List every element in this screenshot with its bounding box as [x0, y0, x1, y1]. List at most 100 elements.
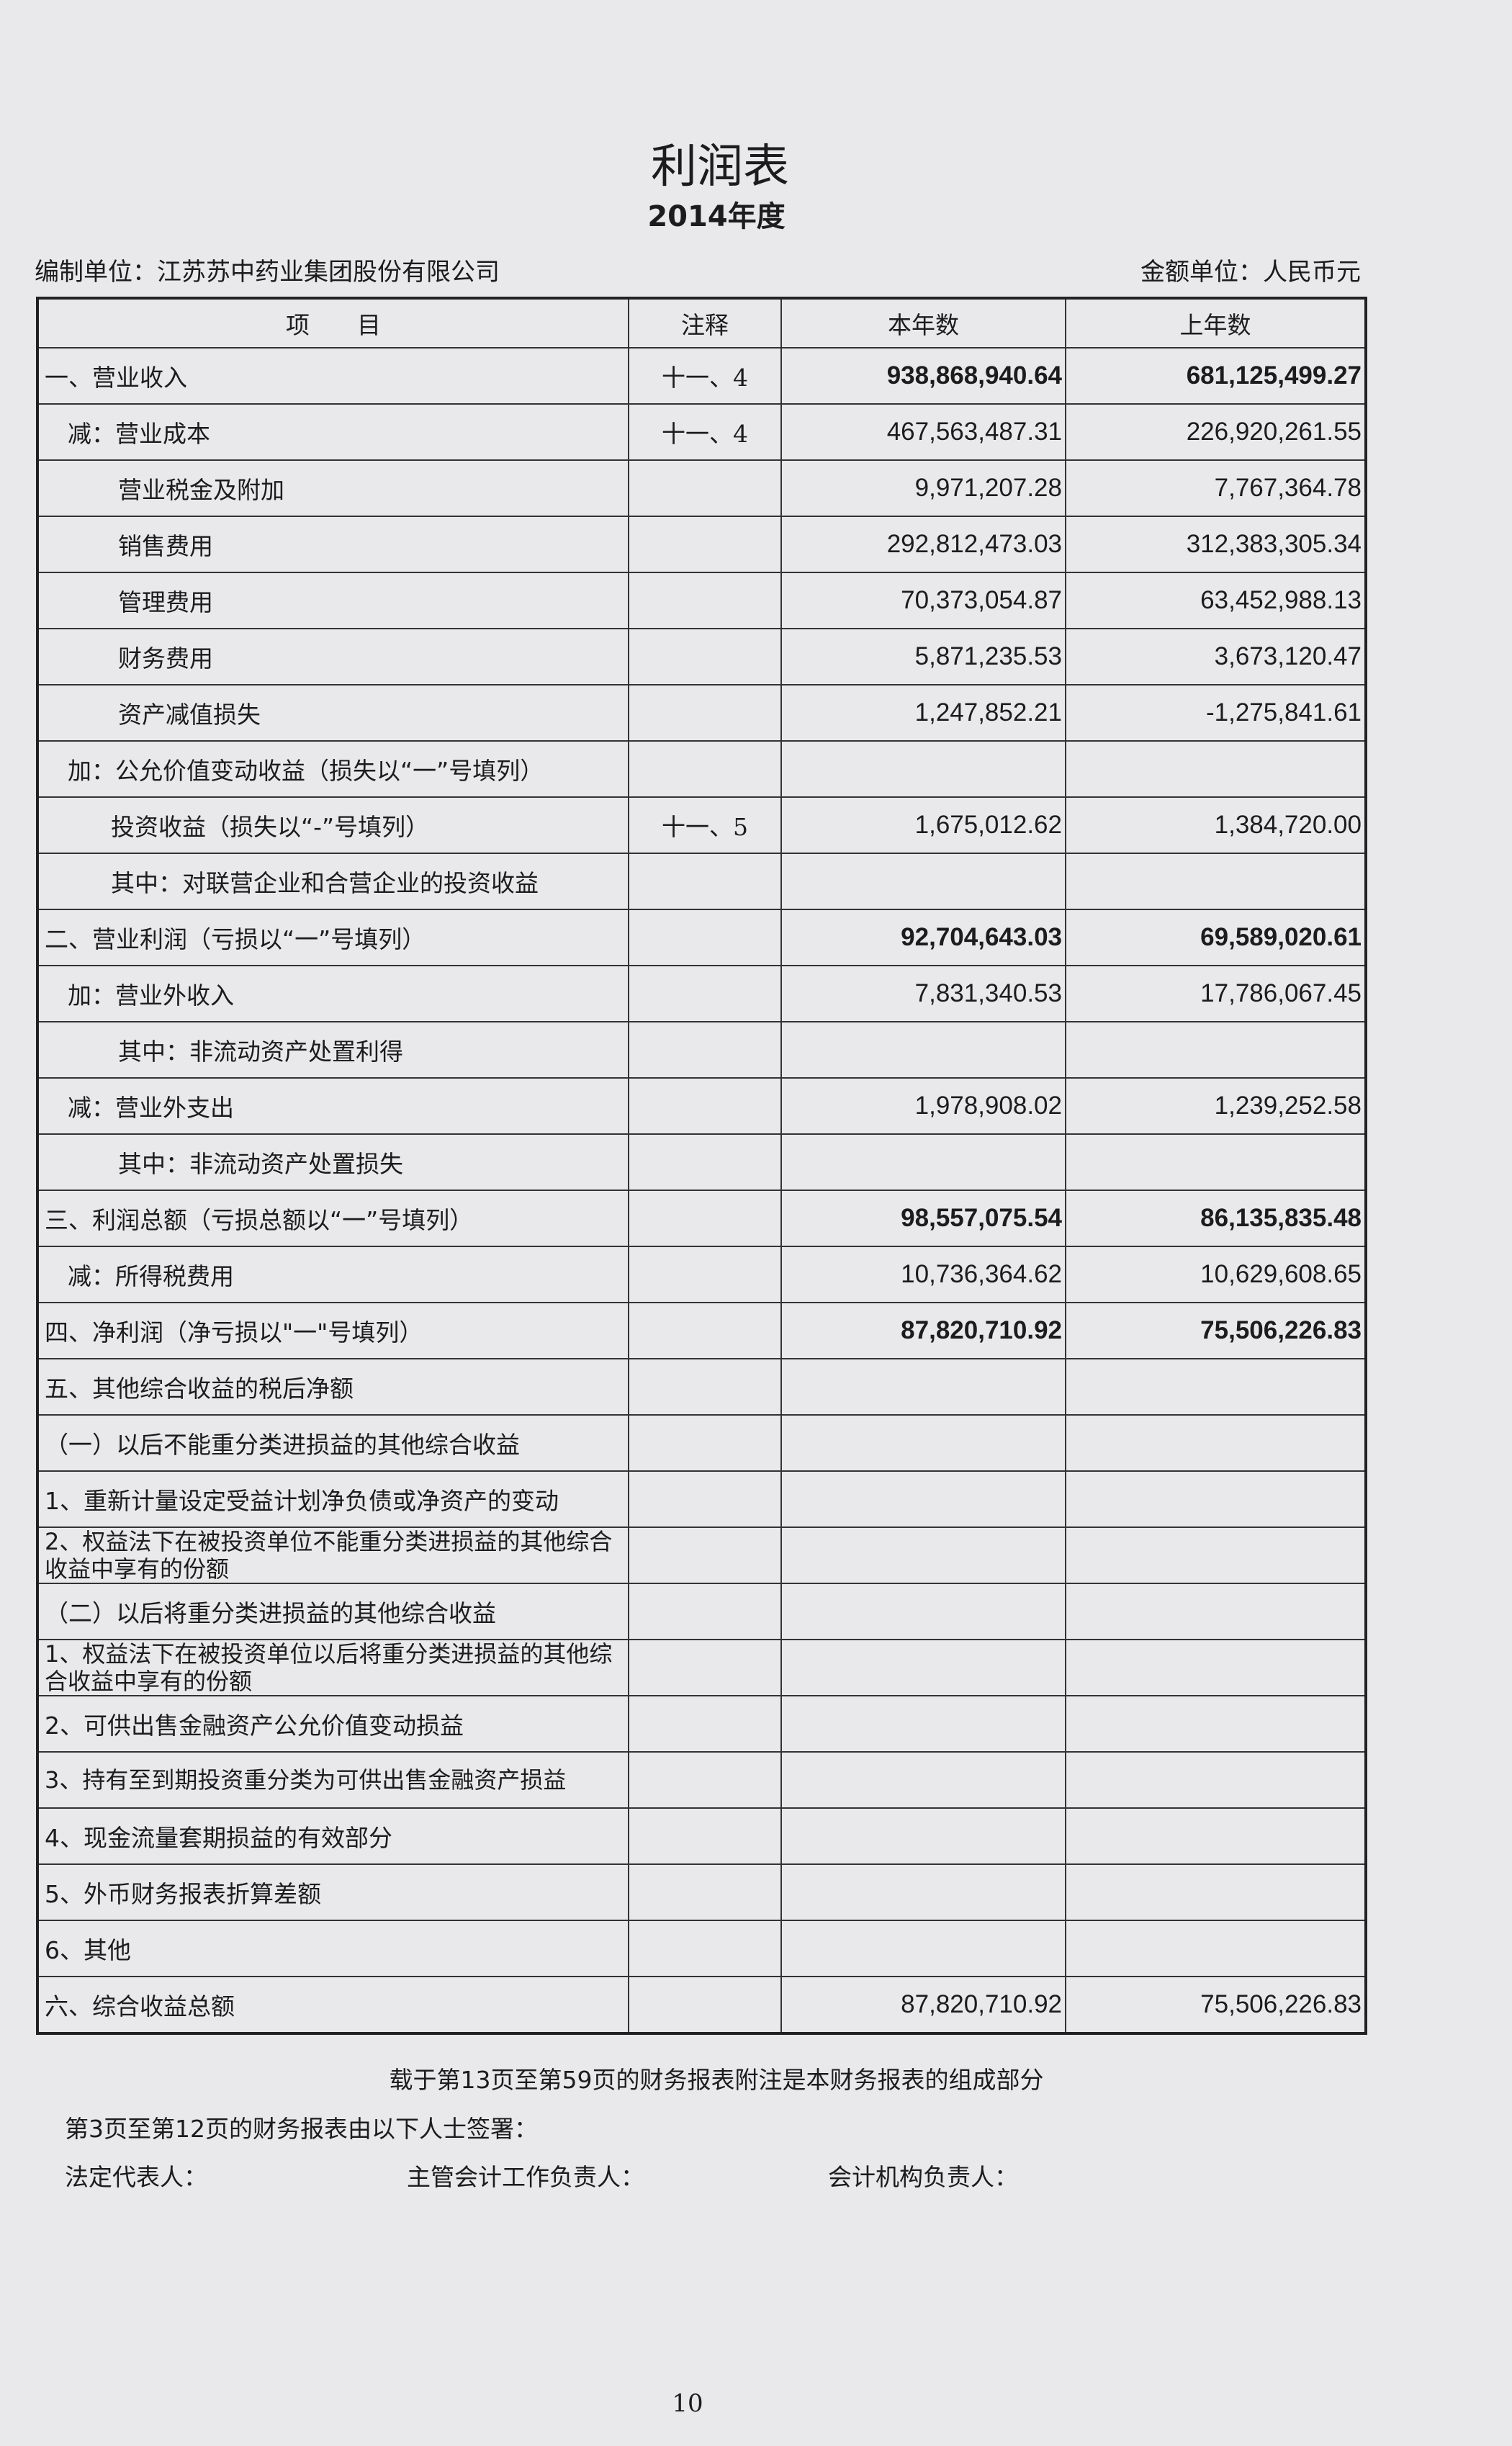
table-header-row: 项 目 注释 本年数 上年数	[37, 297, 1367, 349]
table-row: 营业税金及附加 9,971,207.28 7,767,364.78	[37, 459, 1367, 517]
signature-intro: 第3页至第12页的财务报表由以下人士签署：	[65, 2115, 538, 2143]
row-item: 管理费用	[37, 572, 629, 629]
row-prior-year: -1,275,841.61	[1065, 684, 1367, 742]
row-item: 资产减值损失	[37, 684, 629, 742]
row-item: 减：营业成本	[37, 403, 629, 461]
row-note	[628, 1583, 782, 1640]
row-current-year: 87,820,710.92	[780, 1302, 1066, 1359]
row-note	[628, 1414, 782, 1472]
row-note	[628, 1639, 782, 1696]
table-row: 四、净利润（净亏损以"一"号填列） 87,820,710.92 75,506,226…	[37, 1302, 1367, 1359]
row-item: （一）以后不能重分类进损益的其他综合收益	[37, 1414, 629, 1472]
row-current-year: 92,704,643.03	[780, 909, 1066, 966]
row-prior-year: 1,239,252.58	[1065, 1077, 1367, 1135]
row-note: 十一、5	[628, 796, 782, 854]
table-row: 资产减值损失 1,247,852.21 -1,275,841.61	[37, 684, 1367, 742]
row-item: 一、营业收入	[37, 347, 629, 405]
table-row: 6、其他	[37, 1920, 1367, 1977]
row-current-year: 938,868,940.64	[780, 347, 1066, 405]
row-prior-year: 75,506,226.83	[1065, 1976, 1367, 2034]
header-item: 项 目	[37, 297, 629, 349]
row-item: 销售费用	[37, 516, 629, 573]
table-row: 五、其他综合收益的税后净额	[37, 1358, 1367, 1416]
row-note	[628, 1133, 782, 1191]
row-note	[628, 1807, 782, 1865]
row-current-year: 5,871,235.53	[780, 628, 1066, 685]
row-item: （二）以后将重分类进损益的其他综合收益	[37, 1583, 629, 1640]
table-row: （二）以后将重分类进损益的其他综合收益	[37, 1583, 1367, 1640]
row-current-year	[780, 853, 1066, 910]
row-current-year	[780, 1133, 1066, 1191]
row-current-year: 292,812,473.03	[780, 516, 1066, 573]
table-row: 5、外币财务报表折算差额	[37, 1863, 1367, 1921]
row-prior-year: 63,452,988.13	[1065, 572, 1367, 629]
row-current-year	[780, 740, 1066, 798]
prepared-by: 编制单位：江苏苏中药业集团股份有限公司	[35, 258, 500, 287]
row-note	[628, 1021, 782, 1079]
row-note	[628, 1695, 782, 1753]
table-row: 一、营业收入 十一、4 938,868,940.64 681,125,499.27	[37, 347, 1367, 405]
row-prior-year	[1065, 1133, 1367, 1191]
row-item: 营业税金及附加	[37, 459, 629, 517]
row-current-year	[780, 1920, 1066, 1977]
footer-note: 载于第13页至第59页的财务报表附注是本财务报表的组成部分	[389, 2066, 1044, 2094]
row-current-year: 1,247,852.21	[780, 684, 1066, 742]
row-prior-year	[1065, 1470, 1367, 1528]
table-row: 管理费用 70,373,054.87 63,452,988.13	[37, 572, 1367, 629]
row-note	[628, 909, 782, 966]
row-item: 2、可供出售金融资产公允价值变动损益	[37, 1695, 629, 1753]
row-current-year	[780, 1358, 1066, 1416]
table-row: 投资收益（损失以“-”号填列） 十一、5 1,675,012.62 1,384,720…	[37, 796, 1367, 854]
row-current-year	[780, 1807, 1066, 1865]
row-note	[628, 1077, 782, 1135]
row-prior-year	[1065, 1583, 1367, 1640]
row-current-year	[780, 1751, 1066, 1809]
row-note	[628, 1920, 782, 1977]
page-title: 利润表	[651, 140, 789, 194]
table-row: 2、可供出售金融资产公允价值变动损益	[37, 1695, 1367, 1753]
row-note: 十一、4	[628, 347, 782, 405]
row-current-year	[780, 1526, 1066, 1584]
row-prior-year	[1065, 1751, 1367, 1809]
row-current-year: 9,971,207.28	[780, 459, 1066, 517]
row-prior-year	[1065, 1021, 1367, 1079]
table-row: （一）以后不能重分类进损益的其他综合收益	[37, 1414, 1367, 1472]
row-item: 加：营业外收入	[37, 965, 629, 1022]
accounting-dept-head-label: 会计机构负责人：	[828, 2163, 1018, 2191]
row-item: 5、外币财务报表折算差额	[37, 1863, 629, 1921]
table-row: 减：营业成本 十一、4 467,563,487.31 226,920,261.55	[37, 403, 1367, 461]
row-prior-year	[1065, 1639, 1367, 1696]
table-row: 3、持有至到期投资重分类为可供出售金融资产损益	[37, 1751, 1367, 1809]
row-current-year	[780, 1021, 1066, 1079]
row-current-year	[780, 1414, 1066, 1472]
row-note	[628, 1302, 782, 1359]
row-note	[628, 740, 782, 798]
accounting-head-label: 主管会计工作负责人：	[407, 2163, 644, 2191]
row-current-year: 467,563,487.31	[780, 403, 1066, 461]
row-item: 1、重新计量设定受益计划净负债或净资产的变动	[37, 1470, 629, 1528]
row-current-year: 10,736,364.62	[780, 1246, 1066, 1303]
table-row: 六、综合收益总额 87,820,710.92 75,506,226.83	[37, 1976, 1367, 2034]
legal-representative-label: 法定代表人：	[65, 2163, 207, 2191]
row-note	[628, 572, 782, 629]
row-prior-year	[1065, 740, 1367, 798]
row-note	[628, 516, 782, 573]
row-note	[628, 1190, 782, 1247]
table-row: 1、权益法下在被投资单位以后将重分类进损益的其他综合收益中享有的份额	[37, 1639, 1367, 1696]
table-row: 销售费用 292,812,473.03 312,383,305.34	[37, 516, 1367, 573]
row-prior-year	[1065, 1358, 1367, 1416]
row-item: 四、净利润（净亏损以"一"号填列）	[37, 1302, 629, 1359]
row-note	[628, 684, 782, 742]
table-row: 二、营业利润（亏损以“一”号填列） 92,704,643.03 69,589,020…	[37, 909, 1367, 966]
table-row: 加：公允价值变动收益（损失以“一”号填列）	[37, 740, 1367, 798]
row-prior-year: 3,673,120.47	[1065, 628, 1367, 685]
currency-unit: 金额单位：人民币元	[1140, 258, 1361, 287]
row-prior-year	[1065, 1695, 1367, 1753]
table-row: 财务费用 5,871,235.53 3,673,120.47	[37, 628, 1367, 685]
income-statement-table: 项 目 注释 本年数 上年数 一、营业收入 十一、4 938,868,940.64 6…	[36, 297, 1367, 2035]
row-note: 十一、4	[628, 403, 782, 461]
row-note	[628, 459, 782, 517]
row-item: 加：公允价值变动收益（损失以“一”号填列）	[37, 740, 629, 798]
row-current-year: 1,675,012.62	[780, 796, 1066, 854]
row-note	[628, 965, 782, 1022]
